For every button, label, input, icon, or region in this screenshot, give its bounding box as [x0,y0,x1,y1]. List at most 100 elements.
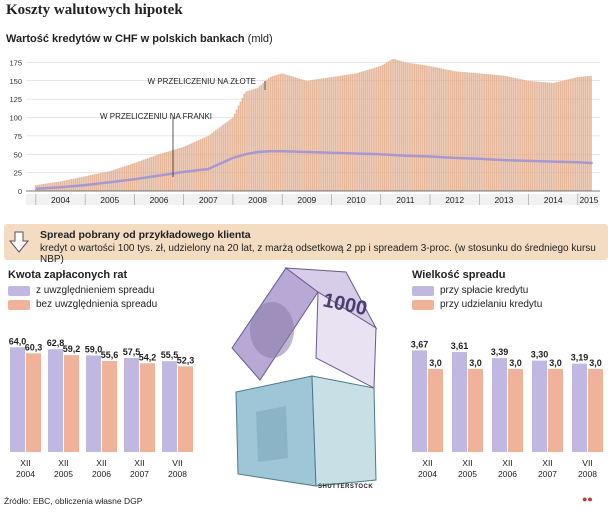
area-bar [467,72,469,191]
area-bar [163,152,166,191]
area-bar [311,79,314,191]
area-bar [122,166,124,191]
bar-value-label: 3,0 [549,358,562,368]
category-label: 2007 [538,469,557,479]
area-bar [396,60,399,191]
area-bar [233,113,236,191]
area-bar [516,78,518,191]
area-bar [410,63,412,191]
area-bar [262,83,264,191]
area-bar [307,80,310,191]
area-bar [89,175,92,191]
area-bar [419,64,422,191]
category-label: 2008 [578,469,597,479]
area-bar [286,75,289,191]
area-bar [427,65,429,191]
bar [64,355,79,452]
area-bar [266,79,268,191]
y-tick-label: 125 [9,95,22,104]
area-bar [82,176,84,191]
x-tick-label: 2005 [100,195,119,205]
area-bar [518,78,520,191]
area-bar [567,79,570,191]
area-bar [453,71,456,191]
bar-value-label: 59,2 [63,344,81,354]
area-bar [317,79,319,191]
x-tick-label: 2012 [445,195,464,205]
area-bar [237,105,240,191]
area-bar [364,70,367,191]
category-label: 2007 [130,469,149,479]
area-bar [584,76,587,191]
area-bar [124,166,126,191]
bar [452,352,467,452]
y-tick-label: 150 [9,77,22,86]
area-bar [550,82,552,191]
banknote-wall-side [311,375,377,487]
top-chart-axis: 0 25 50 75 100 125 150 175 2004 2005 2006 2007 2008 2… [9,58,600,205]
area-bar [381,64,384,191]
area-bar [442,68,444,191]
area-bar [144,158,147,191]
bar [468,368,483,452]
area-bar [296,77,299,191]
area-bar [95,173,98,191]
area-bar [288,75,291,191]
area-bar [379,66,382,191]
banner-title: Spread pobrany od przykładowego klienta [40,229,251,241]
category-label: VII [172,458,182,468]
area-bar [330,77,333,191]
area-bar [298,78,300,191]
area-bar [158,154,160,191]
right-legend-item-1: przy spłacie kredytu [412,285,528,296]
area-bar [539,81,541,191]
area-bar [563,80,566,191]
area-bar [319,78,321,191]
area-bar [446,69,448,191]
area-bar [169,150,172,191]
category-label: XII [96,458,106,468]
area-bar [503,75,505,191]
area-bar [366,70,369,191]
left-legend-label-1: z uwzględnieniem spreadu [36,285,155,296]
right-chart-title: Wielkość spreadu [412,269,506,281]
bar-value-label: 3,61 [451,341,469,351]
area-bar [489,74,492,191]
area-bar [374,67,376,191]
area-bar [184,146,187,191]
bar-value-label: 3,0 [509,358,522,368]
area-bar [588,75,590,191]
area-bar [400,61,403,191]
area-bar [459,71,462,191]
bar-value-label: 3,19 [571,353,589,363]
area-bar [423,65,426,191]
area-bar [127,164,130,191]
area-bar [239,101,242,191]
area-bar [230,118,232,191]
area-bar [535,81,537,191]
area-bar [118,168,120,191]
page-title: Koszty walutowych hipotek [6,2,183,18]
area-bar [387,61,390,192]
area-bar [343,75,346,191]
x-tick-label: 2014 [544,195,563,205]
area-bar [129,164,132,191]
series-line-chf [35,150,593,191]
bar-value-label: 57,5 [123,347,141,357]
area-bar [201,138,204,191]
area-bar [370,68,372,191]
area-bar [180,147,183,191]
category-label: 2004 [16,469,35,479]
area-bar [474,73,477,191]
area-bar [546,82,549,191]
area-bar [268,77,270,191]
bar [162,361,177,452]
bar [140,363,155,452]
right-legend-label-2: przy udzielaniu kredytu [440,299,543,310]
area-bar [88,175,90,191]
x-tick-label: 2008 [248,195,267,205]
right-bar-chart: 3,673,0XII20043,613,0XII20053,393,0XII20… [411,339,603,479]
area-bar [438,68,441,191]
area-bar [336,76,338,191]
bar-value-label: 55,6 [101,350,119,360]
